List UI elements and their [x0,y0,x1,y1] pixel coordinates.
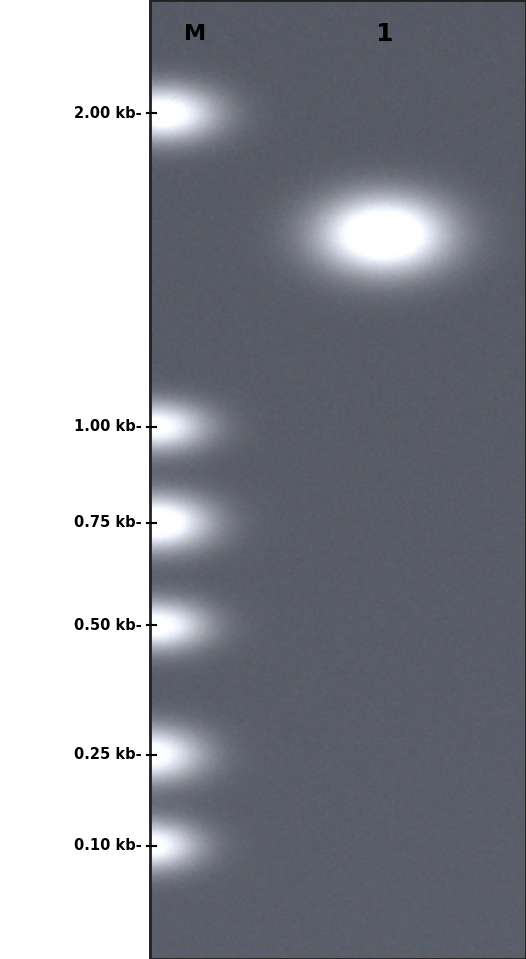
Text: 0.25 kb-: 0.25 kb- [74,747,142,762]
Text: 1.00 kb-: 1.00 kb- [74,419,142,434]
Text: 0.50 kb-: 0.50 kb- [74,618,142,633]
Text: M: M [184,24,206,43]
Text: 0.75 kb-: 0.75 kb- [74,515,142,530]
Text: 2.00 kb-: 2.00 kb- [74,105,142,121]
Text: 1: 1 [375,21,393,46]
Text: 0.10 kb-: 0.10 kb- [74,838,142,854]
Bar [150,0,526,959]
